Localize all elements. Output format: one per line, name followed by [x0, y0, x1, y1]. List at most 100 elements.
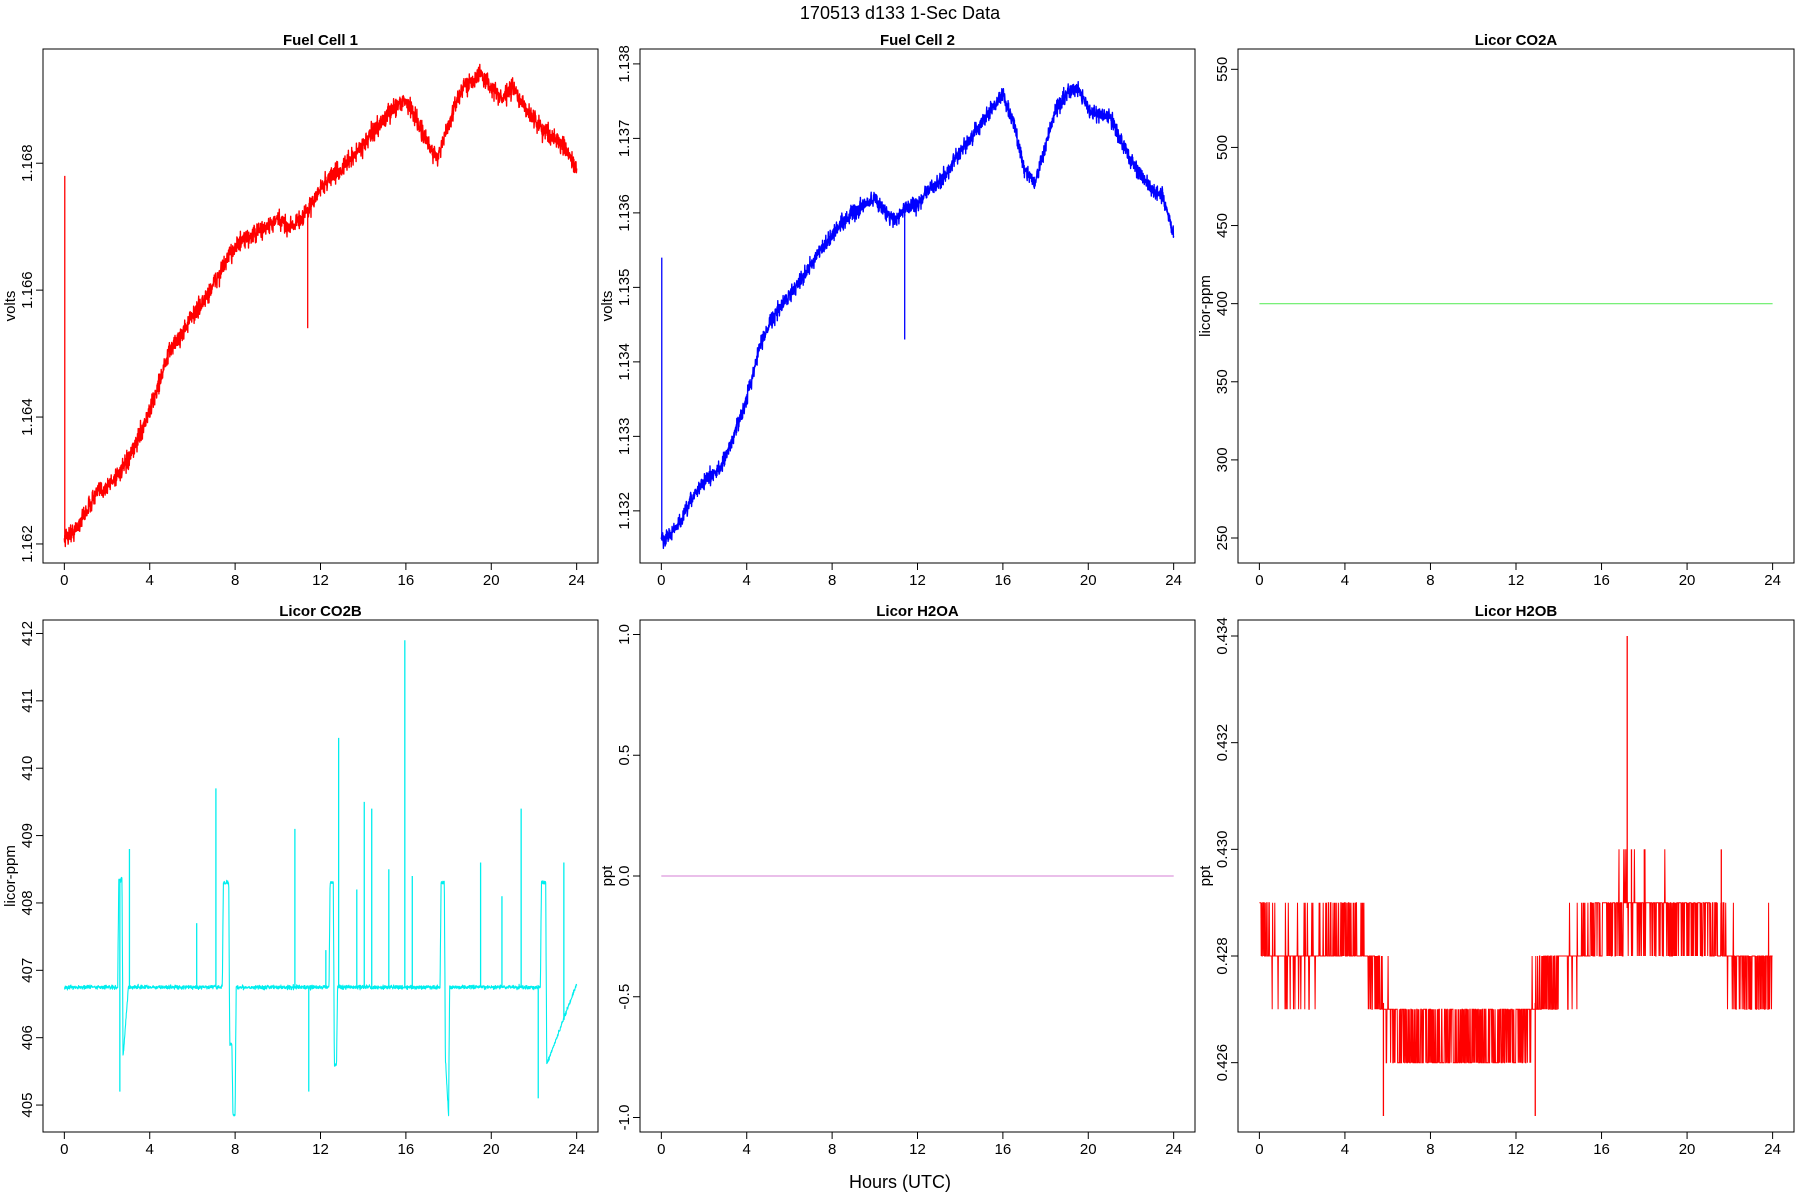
x-tick-label: 16 — [1593, 572, 1610, 589]
panel-title: Fuel Cell 1 — [283, 32, 358, 49]
y-axis-label: licor-ppm — [2, 845, 19, 907]
x-tick-label: 8 — [231, 572, 239, 589]
y-tick-label: 407 — [19, 958, 36, 983]
y-tick-label: -1.0 — [616, 1105, 633, 1131]
series-line — [1259, 849, 1773, 1064]
y-tick-label: 0.430 — [1214, 831, 1231, 869]
x-tick-label: 16 — [995, 572, 1012, 589]
x-tick-label: 4 — [743, 1141, 751, 1158]
x-tick-label: 20 — [483, 572, 500, 589]
panel-title: Licor CO2B — [279, 603, 362, 620]
y-tick-label: 0.432 — [1214, 724, 1231, 762]
y-tick-label: 550 — [1214, 57, 1231, 82]
y-tick-label: 1.134 — [616, 343, 633, 381]
y-tick-label: 406 — [19, 1025, 36, 1050]
x-tick-label: 24 — [1764, 572, 1781, 589]
y-tick-label: 0.5 — [616, 745, 633, 766]
x-tick-label: 0 — [60, 1141, 68, 1158]
x-tick-label: 24 — [568, 1141, 585, 1158]
x-tick-label: 4 — [146, 572, 154, 589]
y-tick-label: 1.0 — [616, 624, 633, 645]
x-tick-label: 12 — [1508, 1141, 1525, 1158]
x-tick-label: 0 — [1255, 572, 1263, 589]
y-tick-label: 0.426 — [1214, 1044, 1231, 1082]
x-tick-label: 4 — [1341, 572, 1349, 589]
panel-3: Licor CO2A licor-ppm 0 4 8 12 16 20 24 250 300 350 4… — [1197, 32, 1795, 589]
x-tick-label: 24 — [1165, 1141, 1182, 1158]
y-tick-label: -0.5 — [616, 984, 633, 1010]
y-tick-label: 450 — [1214, 213, 1231, 238]
series-line — [660, 81, 1175, 550]
x-tick-label: 16 — [995, 1141, 1012, 1158]
y-axis-label: ppt — [599, 865, 616, 887]
x-tick-label: 20 — [1679, 572, 1696, 589]
y-tick-label: 411 — [19, 689, 36, 713]
y-tick-label: 1.162 — [19, 525, 36, 563]
x-tick-label: 20 — [1679, 1141, 1696, 1158]
y-tick-label: 1.133 — [616, 418, 633, 456]
figure-title: 170513 d133 1-Sec Data — [800, 3, 1001, 23]
x-tick-label: 12 — [909, 1141, 926, 1158]
y-tick-label: 408 — [19, 890, 36, 915]
y-axis-label: licor-ppm — [1197, 275, 1214, 337]
x-tick-label: 8 — [828, 572, 836, 589]
y-tick-label: 300 — [1214, 447, 1231, 472]
x-tick-label: 12 — [312, 1141, 329, 1158]
y-tick-label: 1.135 — [616, 269, 633, 307]
y-tick-label: 1.137 — [616, 120, 633, 158]
y-tick-label: 410 — [19, 756, 36, 781]
x-tick-label: 8 — [231, 1141, 239, 1158]
y-axis-label: ppt — [1197, 865, 1214, 887]
x-tick-label: 12 — [312, 572, 329, 589]
x-tick-label: 4 — [146, 1141, 154, 1158]
panel-1: Fuel Cell 1 volts 0 4 8 12 16 20 24 1.162 1.164 1.1… — [2, 32, 599, 589]
x-tick-label: 16 — [398, 1141, 415, 1158]
x-tick-label: 8 — [1426, 1141, 1434, 1158]
y-axis-label: volts — [2, 291, 19, 322]
panel-2: Fuel Cell 2 volts 0 4 8 12 16 20 24 1.132 1.133 1.1… — [599, 32, 1196, 589]
x-tick-label: 24 — [1165, 572, 1182, 589]
y-tick-label: 250 — [1214, 525, 1231, 550]
panels: Fuel Cell 1 volts 0 4 8 12 16 20 24 1.162 1.164 1.1… — [2, 32, 1795, 1158]
x-tick-label: 4 — [1341, 1141, 1349, 1158]
y-tick-label: 1.168 — [19, 144, 36, 182]
panel-title: Fuel Cell 2 — [880, 32, 955, 49]
y-tick-label: 0.434 — [1214, 617, 1231, 655]
panel-6: Licor H2OB ppt 0 4 8 12 16 20 24 0.426 0.428 0.430 0… — [1197, 603, 1795, 1158]
y-tick-label: 0.428 — [1214, 937, 1231, 975]
x-tick-label: 16 — [1593, 1141, 1610, 1158]
y-tick-label: 412 — [19, 621, 36, 646]
figure-xlabel: Hours (UTC) — [849, 1172, 951, 1192]
panel-4: Licor CO2B licor-ppm 0 4 8 12 16 20 24 405 406 407 4… — [2, 603, 599, 1158]
plot-frame — [1237, 48, 1795, 564]
x-tick-label: 0 — [1255, 1141, 1263, 1158]
x-tick-label: 24 — [568, 572, 585, 589]
y-tick-label: 1.164 — [19, 398, 36, 436]
plot-frame — [42, 48, 599, 564]
y-tick-label: 409 — [19, 823, 36, 848]
x-tick-label: 4 — [743, 572, 751, 589]
x-tick-label: 0 — [657, 1141, 665, 1158]
plot-frame — [42, 619, 599, 1133]
x-tick-label: 0 — [657, 572, 665, 589]
series-line — [64, 876, 578, 1117]
y-tick-label: 350 — [1214, 369, 1231, 394]
x-tick-label: 20 — [1080, 572, 1097, 589]
panel-title: Licor H2OA — [876, 603, 959, 620]
y-tick-label: 400 — [1214, 291, 1231, 316]
x-tick-label: 24 — [1764, 1141, 1781, 1158]
y-tick-label: 1.136 — [616, 194, 633, 232]
y-tick-label: 1.138 — [616, 45, 633, 83]
y-axis-label: volts — [599, 291, 616, 322]
y-tick-label: 1.132 — [616, 492, 633, 530]
x-tick-label: 20 — [1080, 1141, 1097, 1158]
x-tick-label: 8 — [1426, 572, 1434, 589]
y-tick-label: 1.166 — [19, 271, 36, 309]
panel-5: Licor H2OA ppt 0 4 8 12 16 20 24 -1.0 -0.5 0.0 0.5 1.… — [599, 603, 1196, 1158]
y-tick-label: 405 — [19, 1093, 36, 1118]
panel-title: Licor H2OB — [1475, 603, 1558, 620]
x-tick-label: 20 — [483, 1141, 500, 1158]
x-tick-label: 8 — [828, 1141, 836, 1158]
x-tick-label: 12 — [1508, 572, 1525, 589]
